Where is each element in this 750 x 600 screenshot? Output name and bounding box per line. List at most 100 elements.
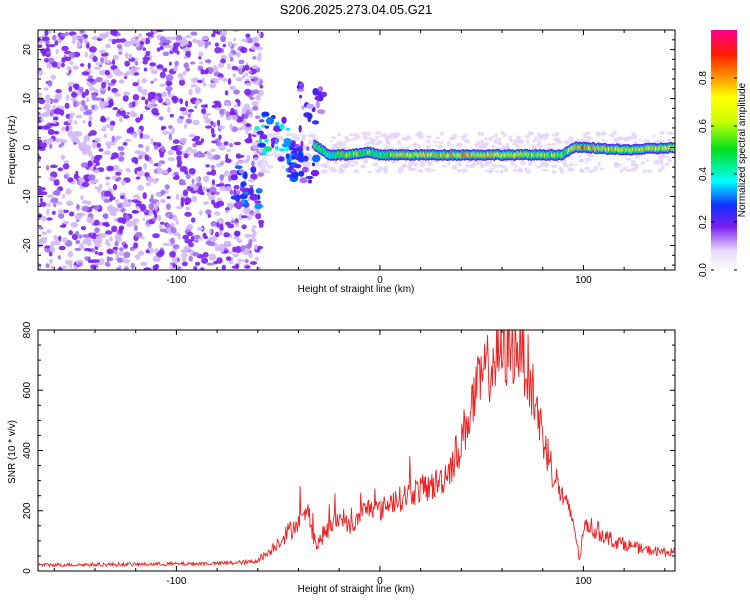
noise-speckle	[137, 33, 143, 38]
transition-blob	[279, 123, 285, 130]
x-tick-label: 100	[575, 275, 592, 286]
noise-speckle	[234, 231, 240, 237]
halo-speckle	[494, 133, 498, 139]
noise-speckle	[76, 139, 81, 145]
halo-speckle	[384, 135, 390, 140]
noise-speckle	[209, 82, 217, 89]
noise-speckle	[143, 67, 148, 72]
transition-blob	[315, 100, 320, 109]
halo-speckle	[433, 160, 440, 163]
halo-speckle	[483, 142, 490, 145]
noise-speckle	[95, 62, 102, 66]
noise-speckle	[47, 57, 55, 64]
transition-blob	[266, 117, 274, 125]
noise-speckle	[122, 114, 130, 119]
transition-blob	[311, 162, 316, 167]
noise-speckle	[188, 88, 193, 96]
noise-speckle	[87, 62, 91, 70]
halo-speckle	[501, 145, 508, 150]
noise-speckle	[100, 56, 104, 64]
noise-speckle	[57, 209, 65, 214]
noise-speckle	[225, 158, 232, 163]
noise-speckle	[116, 257, 124, 263]
halo-speckle	[579, 158, 584, 162]
noise-speckle	[192, 252, 200, 257]
noise-speckle	[72, 131, 81, 137]
noise-speckle	[67, 118, 73, 124]
halo-speckle	[490, 135, 495, 138]
transition-blob	[318, 86, 323, 92]
noise-speckle	[225, 256, 232, 261]
spectrogram-xlabel: Height of straight line (km)	[298, 284, 415, 295]
noise-speckle	[94, 186, 99, 190]
noise-speckle	[116, 267, 121, 270]
noise-speckle	[44, 103, 51, 110]
halo-speckle	[626, 135, 634, 141]
noise-speckle	[167, 157, 175, 162]
noise-speckle	[181, 111, 188, 116]
noise-speckle	[85, 88, 89, 96]
noise-speckle	[120, 207, 126, 213]
transition-blob	[298, 125, 302, 133]
noise-speckle	[119, 117, 123, 123]
noise-speckle	[137, 129, 142, 134]
noise-speckle	[47, 128, 55, 136]
halo-speckle	[584, 161, 589, 164]
noise-speckle	[75, 239, 81, 245]
noise-speckle	[218, 62, 225, 68]
noise-speckle	[68, 86, 73, 92]
noise-speckle	[257, 219, 265, 225]
noise-speckle	[185, 100, 189, 107]
noise-speckle	[120, 195, 125, 200]
noise-speckle	[206, 188, 210, 193]
noise-speckle	[46, 208, 50, 215]
halo-speckle	[512, 142, 516, 146]
noise-speckle	[100, 117, 107, 123]
noise-speckle	[211, 179, 215, 185]
noise-speckle	[94, 89, 99, 94]
noise-speckle	[103, 213, 109, 220]
halo-speckle	[413, 162, 419, 167]
noise-speckle	[95, 243, 102, 248]
noise-speckle	[255, 256, 259, 261]
noise-speckle	[224, 90, 229, 96]
halo-speckle	[573, 163, 579, 166]
noise-speckle	[86, 216, 93, 223]
noise-speckle	[157, 214, 162, 222]
transition-blob	[230, 174, 238, 181]
noise-speckle	[257, 171, 264, 177]
halo-speckle	[515, 143, 520, 149]
noise-speckle	[46, 229, 52, 234]
noise-speckle	[213, 211, 221, 216]
transition-blob	[264, 138, 269, 143]
halo-speckle	[349, 133, 355, 136]
halo-speckle	[525, 168, 532, 174]
noise-speckle	[117, 203, 123, 209]
noise-speckle	[48, 143, 53, 149]
noise-speckle	[110, 156, 115, 160]
noise-speckle	[57, 212, 65, 219]
noise-speckle	[55, 89, 62, 94]
noise-speckle	[249, 261, 258, 265]
noise-speckle	[136, 169, 144, 177]
colorbar-tick-label: 0.8	[698, 71, 709, 85]
noise-speckle	[104, 230, 113, 235]
noise-speckle	[110, 65, 116, 70]
halo-speckle	[657, 155, 665, 160]
halo-speckle	[437, 141, 445, 144]
colorbar-tick-label: 0.6	[698, 119, 709, 133]
halo-speckle	[568, 138, 573, 142]
noise-speckle	[81, 200, 88, 204]
noise-speckle	[199, 209, 203, 216]
noise-speckle	[73, 265, 78, 270]
transition-blob	[294, 164, 302, 169]
noise-speckle	[111, 59, 116, 66]
noise-speckle	[208, 194, 216, 202]
halo-speckle	[512, 168, 518, 172]
noise-speckle	[150, 80, 155, 84]
noise-speckle	[57, 167, 64, 172]
noise-speckle	[181, 256, 187, 262]
snr-xlabel: Height of straight line (km)	[298, 584, 415, 595]
noise-speckle	[211, 199, 216, 205]
